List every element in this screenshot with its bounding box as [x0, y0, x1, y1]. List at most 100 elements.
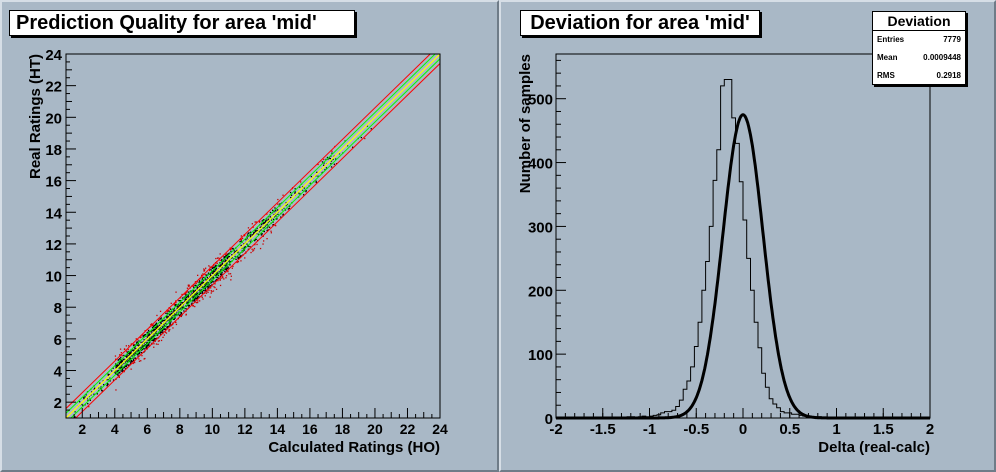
scatter-point [140, 360, 142, 362]
scatter-x-label: Calculated Ratings (HO) [268, 439, 440, 456]
scatter-point [201, 274, 203, 276]
scatter-point [205, 283, 207, 285]
scatter-x-tick-label: 18 [335, 421, 351, 437]
scatter-point [166, 317, 168, 320]
scatter-point [317, 163, 319, 166]
scatter-point [264, 225, 267, 227]
scatter-point [118, 367, 120, 369]
scatter-point [125, 365, 127, 367]
scatter-point [136, 350, 139, 353]
scatter-point [181, 297, 184, 299]
scatter-point [117, 359, 120, 361]
scatter-point [85, 394, 87, 396]
scatter-plot: 2 4 6 8 10 12 14 16 18 20 22 2424681012141618202224… [27, 47, 448, 456]
scatter-point [107, 373, 109, 375]
scatter-point [226, 255, 228, 257]
scatter-point [196, 293, 198, 295]
scatter-point [204, 274, 206, 276]
scatter-point [212, 277, 215, 279]
scatter-point [130, 361, 132, 363]
scatter-point [173, 310, 175, 312]
scatter-point [229, 261, 231, 263]
scatter-point [144, 330, 146, 332]
scatter-point [139, 346, 141, 349]
stats-row-entries: Entries 7779 [873, 31, 965, 49]
scatter-y-tick-label: 4 [54, 364, 63, 381]
scatter-point [240, 255, 242, 257]
scatter-x-tick-label: 16 [302, 421, 318, 437]
scatter-point [192, 296, 194, 298]
scatter-point [216, 271, 218, 273]
scatter-point [227, 271, 229, 273]
scatter-point [121, 370, 124, 372]
scatter-point [214, 265, 216, 268]
scatter-point [167, 315, 169, 317]
scatter-point [275, 225, 277, 227]
scatter-point [131, 360, 133, 362]
scatter-point [169, 314, 171, 316]
scatter-point [194, 294, 196, 296]
scatter-point [130, 350, 132, 353]
scatter-point [113, 371, 115, 373]
scatter-point [161, 331, 163, 333]
scatter-point [268, 220, 270, 222]
scatter-point [118, 376, 120, 378]
scatter-point [133, 343, 135, 346]
scatter-point [204, 284, 206, 286]
scatter-point [211, 290, 213, 293]
scatter-point [93, 388, 95, 390]
scatter-y-tick-label: 8 [54, 300, 62, 317]
scatter-point [262, 222, 264, 225]
scatter-point [159, 318, 161, 320]
scatter-point [221, 266, 223, 268]
hist-x-label: Delta (real-calc) [818, 439, 930, 456]
scatter-point [315, 175, 317, 177]
scatter-point [347, 145, 349, 147]
scatter-point [174, 317, 176, 319]
scatter-point [173, 304, 175, 306]
scatter-point [160, 317, 162, 319]
scatter-point [199, 288, 201, 291]
scatter-point [248, 232, 250, 234]
scatter-point [194, 305, 196, 308]
scatter-point [301, 189, 304, 191]
scatter-point [178, 309, 180, 311]
scatter-point [212, 281, 214, 283]
scatter-point [227, 267, 229, 269]
scatter-point [168, 310, 170, 312]
scatter-point [86, 397, 88, 399]
scatter-point [138, 348, 140, 350]
scatter-point [266, 223, 269, 226]
scatter-point [275, 214, 277, 217]
scatter-point [204, 289, 206, 291]
scatter-point [146, 341, 148, 344]
histogram-plot: -2 -1.5 -1 -0.5 0 0.5 1 1.5 2 0 100 200 300 400 500 Del… [517, 53, 934, 456]
scatter-point [175, 300, 177, 302]
scatter-point [126, 354, 128, 356]
scatter-point [202, 289, 205, 292]
scatter-point [195, 284, 197, 287]
scatter-point [185, 294, 187, 296]
band-line [66, 54, 436, 414]
scatter-point [144, 341, 146, 343]
scatter-point [326, 156, 329, 159]
scatter-point [106, 385, 108, 387]
scatter-point [141, 345, 143, 347]
scatter-point [323, 162, 325, 164]
scatter-point [250, 233, 252, 236]
scatter-point [123, 366, 126, 368]
scatter-point [123, 354, 125, 357]
scatter-point [136, 341, 138, 343]
scatter-point [237, 256, 239, 258]
scatter-point [270, 230, 272, 232]
scatter-point [186, 300, 188, 302]
scatter-point [115, 372, 117, 374]
scatter-x-tick-label: 12 [237, 421, 253, 437]
scatter-point [275, 210, 277, 212]
scatter-point [177, 303, 180, 306]
scatter-point [213, 274, 215, 276]
scatter-point [143, 339, 145, 341]
scatter-point [149, 337, 151, 339]
scatter-point [183, 306, 185, 309]
scatter-point [187, 295, 189, 297]
